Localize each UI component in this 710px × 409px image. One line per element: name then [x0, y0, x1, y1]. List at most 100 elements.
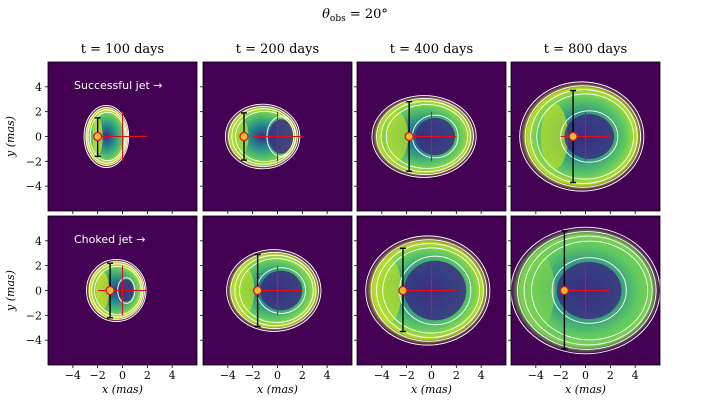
panel-image — [365, 235, 491, 346]
figure-suptitle: θobs = 20° — [322, 7, 388, 24]
contour-line — [376, 243, 484, 338]
contour-line — [517, 231, 657, 350]
bright-limb — [374, 257, 402, 324]
position-marker — [398, 285, 408, 296]
suptitle-subscript: obs — [330, 14, 346, 24]
position-marker — [252, 285, 263, 296]
contour-line — [370, 239, 488, 342]
contour-line — [371, 95, 477, 178]
panel-1-2: −4 −2 0 2 4 — [354, 215, 507, 382]
panel-image — [83, 105, 148, 168]
panel-grid: Successful jet → −4 −2 0 2 4 Choked jet → −4 −2 0… — [26, 61, 661, 382]
x-tick-label: 4 — [632, 369, 639, 382]
contour-line — [511, 226, 660, 355]
panel-frame — [202, 61, 353, 212]
bright-limb — [385, 111, 409, 162]
y-tick-label: 4 — [35, 81, 42, 94]
column-title: t = 100 days — [81, 42, 164, 57]
y-tick-label: 2 — [35, 260, 42, 273]
contour-line — [230, 251, 319, 330]
contour-line — [536, 93, 635, 180]
bright-limb — [540, 103, 569, 170]
x-tick-label: −2 — [90, 369, 106, 382]
panel-frame — [356, 61, 507, 212]
position-marker — [559, 285, 570, 296]
contour-line — [530, 89, 638, 184]
contour-line — [385, 104, 469, 169]
y-axis-label: y (mas) — [4, 270, 17, 312]
panel-0-1 — [200, 61, 353, 214]
panel-frame — [510, 61, 661, 212]
contour-line — [365, 235, 491, 346]
position-marker — [239, 131, 249, 142]
panel-annotation: Choked jet → — [74, 233, 145, 246]
x-tick-label: 4 — [324, 369, 331, 382]
x-tick-label: 2 — [299, 369, 306, 382]
contour-line-inner — [560, 110, 619, 163]
y-tick-label: 0 — [35, 131, 42, 144]
x-tick-label: 2 — [607, 369, 614, 382]
contour-line — [376, 97, 474, 176]
contour-line — [519, 81, 645, 192]
x-axis-label: x (mas) — [565, 383, 606, 396]
x-tick-label: 4 — [478, 369, 485, 382]
panel-frame — [47, 61, 198, 212]
panel-0-2 — [354, 61, 507, 214]
x-tick-label: −2 — [399, 369, 415, 382]
panel-frame — [510, 215, 661, 366]
x-tick-label: 0 — [274, 369, 281, 382]
position-marker — [404, 131, 414, 142]
x-tick-label: 2 — [144, 369, 151, 382]
column-title: t = 800 days — [544, 42, 627, 57]
contour-line — [531, 240, 649, 341]
x-axis-label: x (mas) — [411, 383, 452, 396]
x-axis-label: x (mas) — [257, 383, 298, 396]
suptitle-theta: θ — [322, 7, 330, 22]
panel-0-0: Successful jet → −4 −2 0 2 4 — [26, 61, 198, 214]
panel-image — [224, 103, 303, 170]
column-title: t = 400 days — [390, 42, 473, 57]
y-tick-label: −2 — [26, 155, 42, 168]
contour-line — [380, 100, 472, 173]
y-tick-label: −2 — [26, 309, 42, 322]
panel-frame — [47, 215, 198, 366]
x-tick-label: −4 — [220, 369, 236, 382]
panel-frame — [356, 215, 507, 366]
y-tick-label: 2 — [35, 106, 42, 119]
panel-image — [86, 259, 148, 322]
x-tick-label: −2 — [553, 369, 569, 382]
panel-1-1: −4 −2 0 2 4 — [200, 215, 353, 382]
bright-limb — [233, 265, 255, 316]
panel-0-3 — [508, 61, 661, 214]
contour-line — [524, 85, 642, 188]
position-marker — [93, 131, 103, 142]
suptitle-value: = 20° — [346, 7, 388, 22]
position-marker — [568, 131, 578, 142]
contour-line — [382, 247, 481, 334]
contour-line-inner — [551, 257, 627, 324]
x-tick-label: −4 — [528, 369, 544, 382]
x-tick-label: −4 — [374, 369, 390, 382]
x-tick-label: −2 — [245, 369, 261, 382]
x-axis-label: x (mas) — [102, 383, 143, 396]
x-tick-label: 2 — [453, 369, 460, 382]
y-tick-label: 0 — [35, 285, 42, 298]
panel-image — [371, 95, 477, 178]
x-tick-label: 0 — [119, 369, 126, 382]
x-tick-label: 0 — [582, 369, 589, 382]
x-tick-label: −4 — [65, 369, 81, 382]
bright-limb — [521, 252, 555, 329]
panel-annotation: Successful jet → — [74, 79, 163, 92]
position-marker — [105, 285, 115, 296]
x-tick-label: 4 — [169, 369, 176, 382]
y-tick-label: −4 — [26, 334, 42, 347]
contour-line — [234, 254, 317, 327]
panel-1-3: −4 −2 0 2 4 — [508, 215, 661, 382]
contour-line — [226, 249, 322, 332]
panel-image — [226, 249, 322, 332]
column-title: t = 200 days — [236, 42, 319, 57]
y-axis-label: y (mas) — [4, 116, 17, 158]
x-tick-label: 0 — [428, 369, 435, 382]
column-titles: t = 100 days t = 200 days t = 400 days t = … — [81, 42, 627, 57]
